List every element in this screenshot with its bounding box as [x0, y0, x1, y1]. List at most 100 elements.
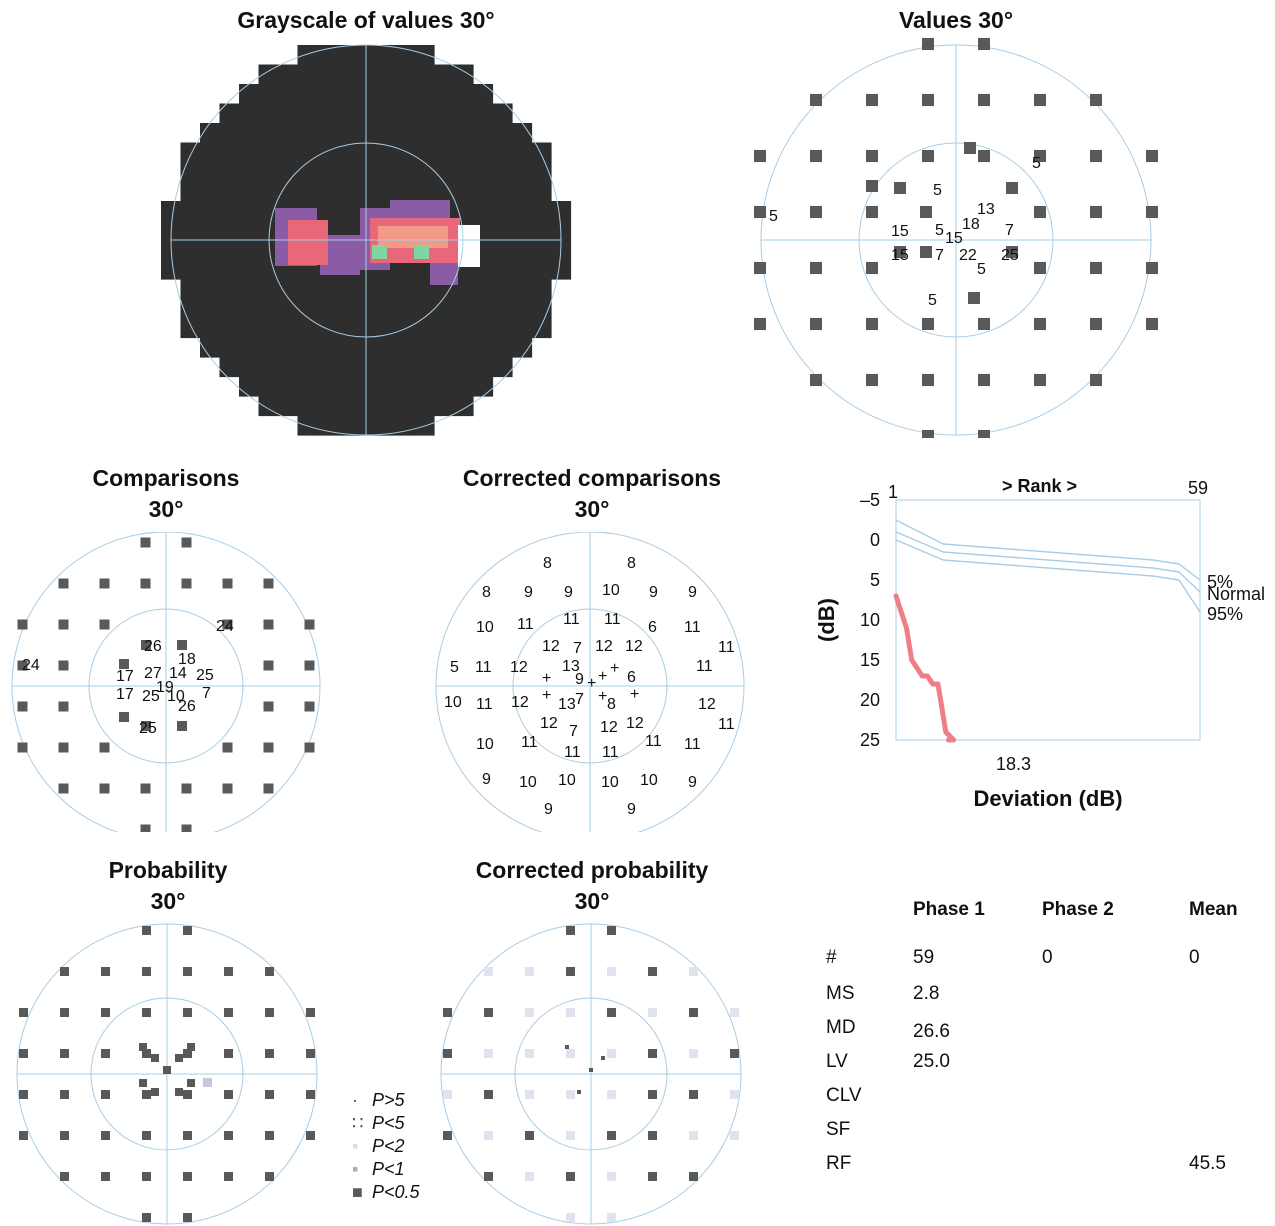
value-marker [964, 142, 976, 154]
grayscale-cell [258, 64, 279, 85]
grayscale-cell [336, 298, 357, 319]
normal-band-curve [895, 531, 1201, 593]
grayscale-cell [453, 298, 474, 319]
corrected-probability-field [440, 923, 742, 1225]
grayscale-cell [317, 337, 338, 358]
corrected-probability-dot [601, 1056, 605, 1060]
grayscale-cell [375, 181, 396, 202]
value-label: 5 [935, 222, 944, 239]
corrected-probability-marker [689, 1049, 698, 1058]
grayscale-cell [317, 123, 338, 144]
grayscale-cell [336, 201, 357, 222]
corrected-probability-marker [607, 926, 616, 935]
dot-icon: · [352, 1090, 358, 1110]
grayscale-cell [492, 357, 513, 378]
grayscale-cell [395, 337, 416, 358]
probability-marker [306, 1131, 315, 1140]
grayscale-cell [375, 415, 396, 436]
grayscale-cell [453, 337, 474, 358]
grayscale-cell [492, 279, 513, 300]
probability-marker [224, 967, 233, 976]
corrected-comparison-label: 9 [688, 774, 697, 791]
corrected-comparison-label: 12 [542, 638, 560, 655]
probability-marker [224, 1049, 233, 1058]
stats-row-label: MD [826, 1017, 856, 1038]
comparison-marker [222, 619, 233, 630]
corrected-comparison-label: 10 [444, 694, 462, 711]
comparisons-title: Comparisons 30° [92, 465, 240, 522]
grayscale-cell [375, 123, 396, 144]
probability-marker [142, 1090, 151, 1099]
probability-marker [60, 1008, 69, 1017]
grayscale-cell [512, 220, 533, 241]
comparison-marker [17, 742, 28, 753]
comparison-marker [263, 578, 274, 589]
stats-header-phase2: Phase 2 [1042, 899, 1114, 920]
y-axis-label: (dB) [814, 598, 839, 642]
comparison-marker [263, 701, 274, 712]
comparison-marker [181, 824, 192, 832]
grayscale-cell [317, 103, 338, 124]
corrected-comparison-label: 12 [600, 719, 618, 736]
corrected-comparison-label: 12 [511, 694, 529, 711]
probability-marker [142, 1008, 151, 1017]
grayscale-field [161, 44, 572, 436]
defect-cell [378, 226, 448, 248]
comparison-marker [304, 619, 315, 630]
value-marker [866, 94, 878, 106]
grayscale-cell [219, 181, 240, 202]
grayscale-cell [395, 415, 416, 436]
grayscale-cell [336, 337, 357, 358]
grayscale-cell [297, 181, 318, 202]
corrected-probability-marker [566, 926, 575, 935]
value-marker [866, 180, 878, 192]
y-tick-label: 20 [860, 690, 880, 710]
grayscale-cell [336, 45, 357, 66]
probability-marker [142, 967, 151, 976]
grayscale-cell [395, 318, 416, 339]
corrected-probability-marker [525, 1008, 534, 1017]
probability-marker [183, 967, 192, 976]
comparison-label: 24 [22, 657, 40, 674]
grayscale-cell [317, 181, 338, 202]
corrected-comparison-label: 10 [601, 774, 619, 791]
grayscale-cell [375, 279, 396, 300]
corrected-probability-marker [607, 1131, 616, 1140]
grayscale-cell [375, 103, 396, 124]
grayscale-cell [258, 123, 279, 144]
probability-marker [19, 1049, 28, 1058]
corrected-probability-dot [565, 1045, 569, 1049]
grayscale-cell [219, 318, 240, 339]
grayscale-cell [453, 123, 474, 144]
grayscale-cell [531, 240, 552, 261]
probability-marker [142, 1213, 151, 1222]
value-label: 13 [977, 201, 995, 218]
grayscale-cell [219, 220, 240, 241]
value-label: 15 [945, 230, 963, 247]
chart-title: > Rank > [1002, 476, 1077, 496]
value-label: 5 [928, 292, 937, 309]
corrected-comparison-label: 12 [625, 638, 643, 655]
grayscale-cell [239, 162, 260, 183]
probability-marker [187, 1079, 195, 1087]
corrected-comparison-label: 13 [558, 696, 576, 713]
corrected-probability-marker [607, 1172, 616, 1181]
grayscale-cell [317, 64, 338, 85]
grayscale-cell [473, 201, 494, 222]
corrected-comparison-label: 6 [648, 619, 657, 636]
grayscale-cell [473, 318, 494, 339]
value-marker [1146, 318, 1158, 330]
stats-header-phase1: Phase 1 [913, 899, 985, 920]
grayscale-cell [375, 45, 396, 66]
legend-item: · P>5 [352, 1090, 405, 1110]
grayscale-cell [239, 181, 260, 202]
comparison-marker [181, 537, 192, 548]
value-label: 5 [769, 208, 778, 225]
grayscale-cell [395, 162, 416, 183]
grayscale-cell [317, 279, 338, 300]
x-tick-label: 1 [888, 482, 898, 502]
value-label: 15 [891, 223, 909, 240]
grayscale-cell [180, 220, 201, 241]
probability-marker [60, 1049, 69, 1058]
probability-marker [101, 1172, 110, 1181]
